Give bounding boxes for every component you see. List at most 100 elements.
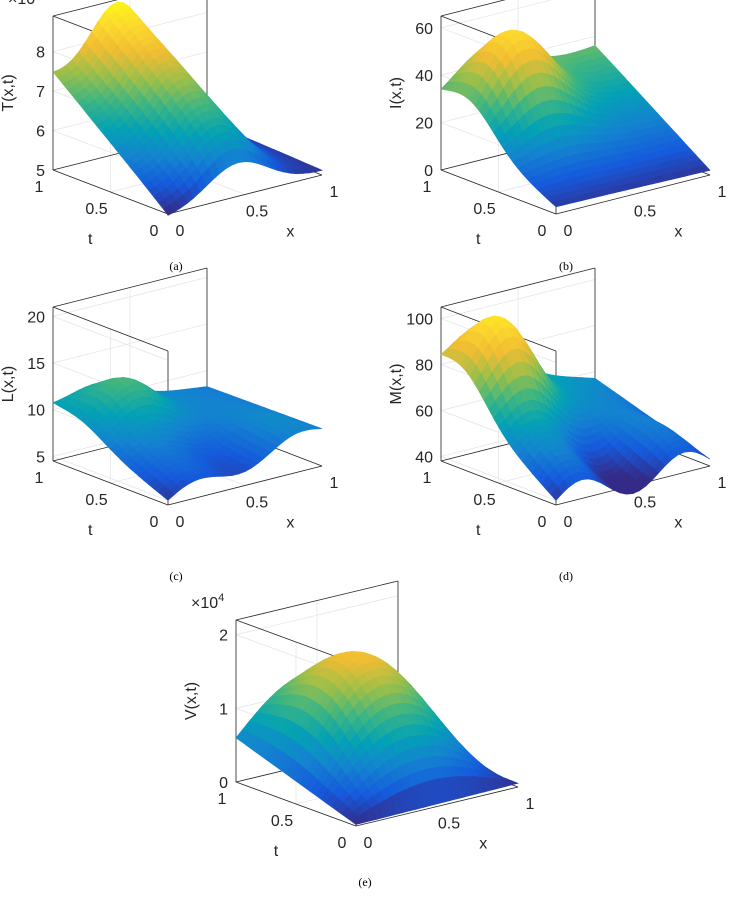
x-tick-label: 0 [564, 514, 573, 531]
axis-edge [440, 0, 506, 17]
z-tick-label: 15 [27, 356, 45, 373]
x-axis-label: x [286, 515, 294, 532]
t-tick-label: 0.5 [473, 492, 495, 509]
t-axis-label: t [274, 843, 279, 860]
x-tick-label: 1 [330, 184, 339, 201]
axis-edge [440, 267, 596, 308]
x-axis-label: x [674, 224, 682, 241]
t-tick-label: 1 [423, 470, 432, 487]
z-tick-label: 0 [219, 775, 228, 792]
panel-a: 5 6 7 8 0 0.5 1 0 0.5 1 x t T(x,t) ×107 (a) [0, 0, 339, 273]
t-tick-label: 0 [150, 514, 159, 531]
surface [52, 377, 323, 501]
t-tick-label: 0 [338, 835, 347, 852]
axis-edge [52, 306, 169, 352]
z-axis-label: V(x,t) [183, 682, 200, 720]
x-tick-label: 0.5 [438, 816, 460, 833]
z-tick-label: 20 [27, 309, 45, 326]
z-tick-label: 6 [36, 124, 45, 141]
panel-caption: (d) [559, 569, 573, 583]
panel-caption: (b) [559, 259, 573, 273]
z-exponent-label: ×107 [8, 0, 41, 8]
axis-edge [555, 174, 711, 215]
axis-edge [52, 267, 208, 308]
surface [440, 29, 711, 208]
z-axis-label: M(x,t) [388, 364, 405, 405]
z-tick-label: 7 [36, 84, 45, 101]
axis-edge [52, 460, 169, 506]
t-tick-label: 1 [35, 179, 44, 196]
t-axis-label: t [476, 231, 481, 248]
x-tick-label: 1 [718, 475, 727, 492]
surface [235, 651, 519, 825]
axis-edge [440, 460, 557, 506]
z-exponent-power: 4 [218, 592, 224, 604]
z-tick-label: 40 [415, 449, 433, 466]
surface [440, 315, 711, 501]
z-tick-label: 60 [415, 21, 433, 38]
t-tick-label: 0.5 [85, 201, 107, 218]
z-tick-label: 100 [406, 311, 433, 328]
t-tick-label: 1 [218, 791, 227, 808]
z-tick-label: 8 [36, 45, 45, 62]
t-tick-label: 0.5 [85, 492, 107, 509]
z-exponent-label: ×104 [191, 592, 224, 612]
panel-caption: (e) [358, 875, 371, 889]
x-tick-label: 0 [364, 835, 373, 852]
panel-caption: (a) [169, 259, 182, 273]
t-tick-label: 0.5 [271, 813, 293, 830]
z-tick-label: 40 [415, 68, 433, 85]
t-tick-label: 1 [35, 470, 44, 487]
x-tick-label: 1 [526, 796, 535, 813]
axis-edge [355, 786, 519, 827]
z-tick-label: 5 [36, 449, 45, 466]
panel-caption: (c) [169, 569, 182, 583]
t-tick-label: 1 [423, 179, 432, 196]
t-axis-label: t [88, 231, 93, 248]
z-tick-label: 1 [219, 701, 228, 718]
z-axis-label: L(x,t) [0, 366, 17, 402]
panel-d: 40 60 80 100 0 0.5 1 0 0.5 1 x t M(x,t) (d) [388, 267, 727, 583]
surface-patch [350, 816, 364, 825]
x-tick-label: 0.5 [634, 204, 656, 221]
z-tick-label: 60 [415, 403, 433, 420]
t-axis-label: t [88, 522, 93, 539]
surface-patch [162, 490, 175, 501]
axis-edge [235, 781, 357, 827]
surface-patch [162, 204, 175, 216]
axis-edge [167, 174, 323, 215]
surface-patch [550, 200, 564, 208]
t-tick-label: 0 [538, 514, 547, 531]
z-tick-label: 20 [415, 116, 433, 133]
x-tick-label: 0.5 [634, 495, 656, 512]
z-tick-label: 0 [424, 163, 433, 180]
z-axis-label: I(x,t) [388, 77, 405, 109]
surface-patch [550, 486, 563, 501]
axis-edge [440, 169, 557, 215]
z-tick-label: 5 [36, 163, 45, 180]
x-axis-label: x [286, 224, 294, 241]
axis-edge [235, 580, 399, 621]
x-tick-label: 0 [564, 223, 573, 240]
x-axis-label: x [479, 836, 487, 853]
z-axis-label: T(x,t) [0, 74, 17, 111]
x-axis-label: x [674, 515, 682, 532]
x-tick-label: 0 [176, 514, 185, 531]
z-tick-label: 10 [27, 403, 45, 420]
axis-edge [167, 465, 323, 506]
axis-edge [52, 0, 118, 17]
x-tick-label: 0.5 [246, 495, 268, 512]
t-tick-label: 0 [150, 223, 159, 240]
x-tick-label: 1 [330, 475, 339, 492]
t-tick-label: 0.5 [473, 201, 495, 218]
x-tick-label: 0 [176, 223, 185, 240]
axis-edge [52, 169, 169, 215]
surface [52, 1, 323, 216]
x-tick-label: 0.5 [246, 204, 268, 221]
z-tick-label: 80 [415, 357, 433, 374]
t-axis-label: t [476, 522, 481, 539]
